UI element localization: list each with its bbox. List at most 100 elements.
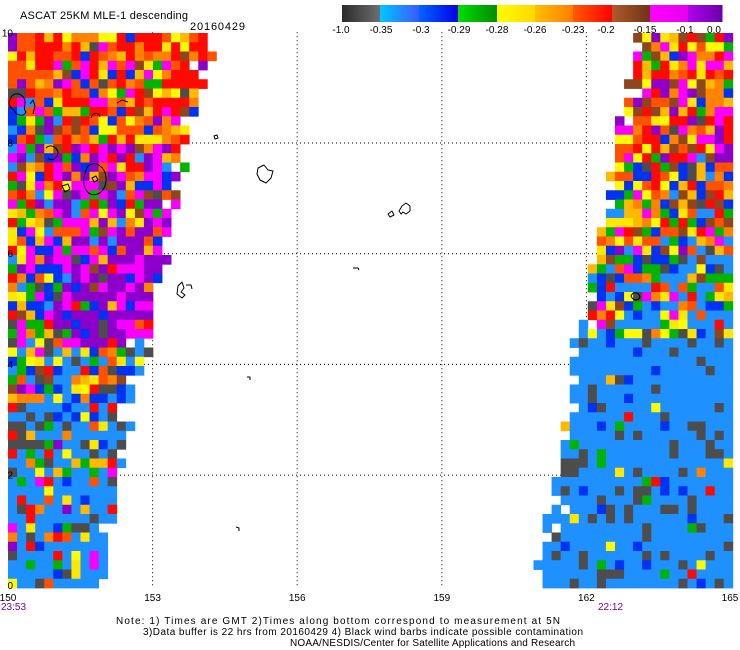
swath-cell (107, 467, 118, 478)
swath-cell (714, 144, 725, 154)
swath-cell (678, 70, 688, 80)
swath-cell (551, 504, 562, 515)
swath-cell (587, 430, 598, 441)
swath-cell (687, 356, 697, 367)
swath-cell (98, 33, 109, 43)
swath-cell (116, 458, 127, 469)
swath-cell (8, 551, 18, 561)
swath-cell (660, 125, 670, 136)
swath-cell (687, 282, 697, 293)
swath-cell (687, 467, 697, 478)
swath-cell (8, 310, 18, 321)
swath-cell (696, 310, 707, 321)
swath-cell (633, 301, 643, 311)
swath-cell (17, 282, 27, 293)
swath-cell (116, 70, 127, 80)
swath-cell (44, 338, 54, 348)
swath-cell (53, 292, 63, 302)
swath-cell (162, 218, 172, 228)
swath-cell (633, 449, 643, 459)
swath-cell (35, 578, 45, 589)
swath-cell (660, 366, 670, 376)
swath-cell (26, 403, 36, 413)
swath-cell (107, 51, 118, 62)
swath-cell (660, 199, 670, 210)
swath-cell (35, 181, 45, 191)
swath-cell (596, 375, 607, 385)
swath-cell (89, 458, 99, 469)
swath-cell (62, 310, 72, 321)
swath-cell (143, 125, 154, 136)
swath-cell (80, 33, 90, 43)
swath-cell (26, 560, 36, 570)
lat-labels: 10 8 6 4 2 0 (2, 29, 14, 593)
swath-cell (723, 116, 734, 126)
swath-cell (696, 403, 707, 413)
swath-cell (8, 134, 18, 145)
swath-cell (80, 366, 90, 376)
swath-cell (162, 51, 172, 62)
swath-cell (714, 393, 725, 404)
swath-cell (651, 347, 661, 358)
swath-cell (71, 273, 81, 284)
swath-cell (62, 199, 72, 210)
coastline (213, 134, 219, 140)
swath-cell (8, 421, 18, 432)
swath-cell (35, 88, 45, 99)
swath-cell (134, 292, 145, 302)
swath-cell (651, 125, 661, 136)
swath-cell (62, 523, 72, 533)
swath-cell (62, 107, 72, 117)
swath-cell (53, 88, 63, 99)
swath-cell (587, 384, 598, 395)
swath-cell (651, 282, 661, 293)
swath-cell (35, 264, 45, 274)
swath-cell (107, 329, 118, 339)
swath-cell (143, 171, 154, 182)
swath-cell (633, 366, 643, 376)
swath-cell (116, 88, 127, 99)
swath-cell (578, 403, 589, 413)
swath-cell (624, 440, 634, 450)
swath-cell (714, 440, 725, 450)
swath-cell (687, 181, 697, 191)
swath-cell (669, 366, 679, 376)
swath-cell (35, 393, 45, 404)
swath-cell (723, 523, 734, 533)
swath-cell (35, 347, 45, 358)
swath-cell (80, 523, 90, 533)
swath-cell (669, 292, 679, 302)
swath-cell (596, 329, 607, 339)
swath-cell (44, 366, 54, 376)
swath-cell (17, 514, 27, 524)
swath-cell (17, 319, 27, 330)
swath-cell (116, 227, 127, 237)
swath-cell (705, 486, 716, 496)
swath-cell (633, 338, 643, 348)
swath-cell (125, 273, 136, 284)
swath-cell (71, 393, 81, 404)
swath-cell (651, 421, 661, 432)
swath-cell (44, 393, 54, 404)
swath-cell (578, 412, 589, 422)
swath-cell (134, 356, 145, 367)
swath-cell (35, 532, 45, 543)
swath-cell (660, 449, 670, 459)
swath-cell (687, 190, 697, 200)
swath-cell (723, 134, 734, 145)
swath-cell (116, 329, 127, 339)
swath-cell (98, 560, 109, 570)
colorbar-label: -0.28 (486, 25, 509, 36)
swath-cell (107, 33, 118, 43)
swath-cell (8, 292, 18, 302)
swath-cell (669, 33, 679, 43)
swath-cell (125, 264, 136, 274)
swath-cell (660, 467, 670, 478)
swath-cell (615, 440, 625, 450)
swath-cell (651, 153, 661, 163)
swath-cell (687, 560, 697, 570)
swath-cell (35, 190, 45, 200)
swath-cell (705, 88, 716, 99)
swath-cell (669, 208, 679, 219)
swath-cell (171, 190, 181, 200)
